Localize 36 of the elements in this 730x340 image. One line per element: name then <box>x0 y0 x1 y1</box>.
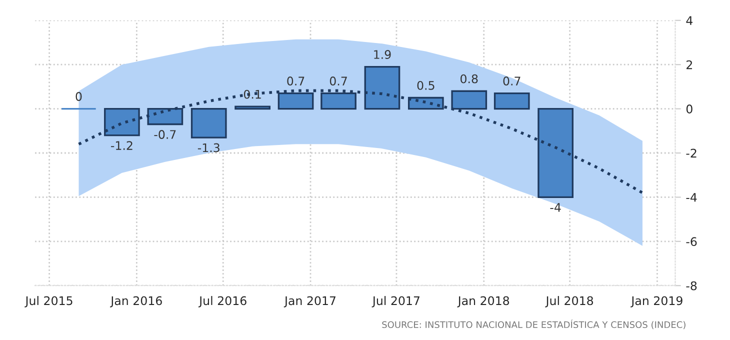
data-label: 0 <box>76 92 82 101</box>
data-label: 0.7 <box>287 76 304 86</box>
x-tick-label: Jan 2018 <box>457 296 510 308</box>
data-label: 0.8 <box>460 74 478 84</box>
bar <box>147 108 184 126</box>
data-label: -1.3 <box>198 143 220 152</box>
bar <box>408 96 444 110</box>
y-tick-label: -8 <box>686 281 697 290</box>
bar <box>494 92 530 110</box>
bar <box>234 106 270 110</box>
data-label: 0.1 <box>244 90 261 99</box>
x-tick-label: Jul 2018 <box>545 296 594 308</box>
bar <box>320 92 356 110</box>
data-label: 0.7 <box>330 76 347 86</box>
data-label: 0.5 <box>417 80 434 90</box>
y-tick-label: -6 <box>686 237 697 246</box>
data-label: -1.2 <box>111 141 132 150</box>
data-label: 1.9 <box>374 50 391 59</box>
x-tick-label: Jul 2016 <box>198 296 246 308</box>
y-tick-label: 2 <box>686 60 692 70</box>
bar <box>104 108 140 136</box>
y-tick-label: -4 <box>686 193 697 202</box>
y-tick-label: 0 <box>686 104 692 114</box>
y-tick-label: 4 <box>686 16 693 25</box>
data-label: 0.7 <box>503 76 520 86</box>
x-tick-label: Jul 2017 <box>372 296 420 308</box>
bar <box>190 108 227 138</box>
x-tick-label: Jan 2017 <box>284 296 336 308</box>
x-tick-label: Jul 2015 <box>24 296 72 308</box>
data-label: -4 <box>550 203 561 212</box>
source-note: SOURCE: INSTITUTO NACIONAL DE ESTADÍSTICA Y CENSOS (INDEC) <box>382 320 686 330</box>
data-label: -0.7 <box>154 130 176 139</box>
bar <box>278 92 314 110</box>
x-tick-label: Jan 2019 <box>630 296 682 308</box>
y-tick-label: -2 <box>686 148 696 158</box>
x-tick-label: Jan 2016 <box>110 296 162 308</box>
